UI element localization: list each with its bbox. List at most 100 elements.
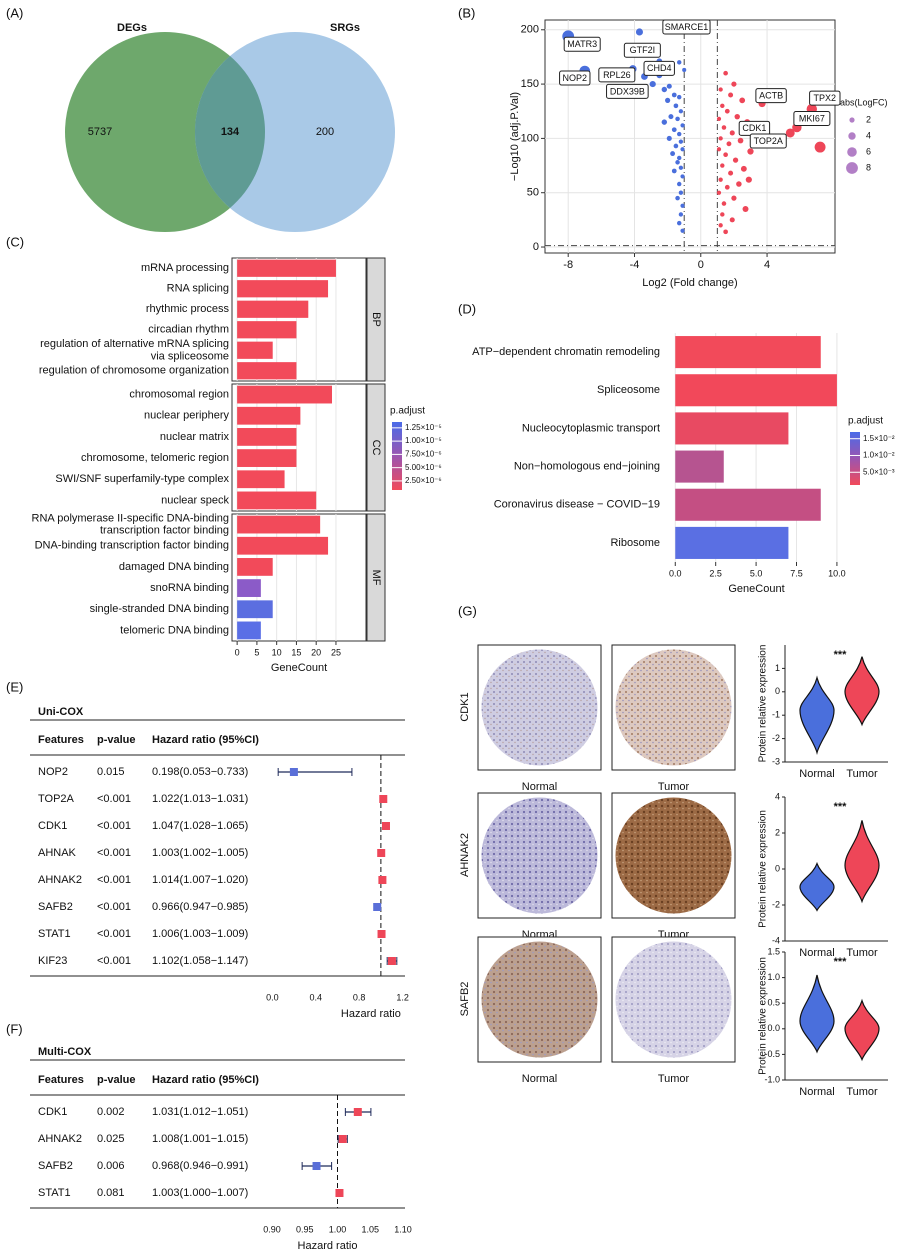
y-tick-label: 50 <box>527 187 539 199</box>
point <box>353 1108 362 1116</box>
point-label: DDX39B <box>610 86 645 96</box>
point <box>724 184 730 190</box>
hazard-ratio: 1.047(1.028−1.065) <box>152 820 248 832</box>
point <box>718 223 723 228</box>
legend-mark <box>847 147 857 157</box>
colorbar-label: 1.25×10⁻⁵ <box>405 423 442 432</box>
category-label: regulation of chromosome organization <box>39 365 229 377</box>
point <box>387 957 396 965</box>
violin <box>844 820 880 904</box>
point <box>734 113 740 120</box>
point <box>680 174 685 179</box>
x-axis-label: Log2 (Fold change) <box>642 277 737 289</box>
bar <box>237 470 285 489</box>
x-tick-label: 20 <box>311 647 321 657</box>
point <box>785 128 795 138</box>
point <box>671 168 677 174</box>
category-label: telomeric DNA binding <box>120 624 229 636</box>
point <box>678 139 684 144</box>
p-value: 0.006 <box>97 1160 125 1172</box>
feature: AHNAK2 <box>38 874 82 886</box>
set-name: SRGs <box>330 22 360 34</box>
point <box>720 163 725 168</box>
point <box>721 201 727 206</box>
significance: *** <box>834 801 848 813</box>
bar <box>675 336 821 369</box>
category-label: RNA polymerase II-specific DNA-binding tr… <box>32 512 229 536</box>
category-label: Non−homologous end−joining <box>514 460 660 472</box>
bar <box>237 536 329 555</box>
feature: STAT1 <box>38 1187 71 1199</box>
column-header: p-value <box>97 1074 136 1086</box>
x-tick-label: -8 <box>563 259 573 271</box>
point <box>728 92 734 98</box>
category-label: mRNA processing <box>141 262 229 274</box>
point <box>723 70 728 76</box>
point <box>661 86 668 93</box>
category-label: regulation of alternative mRNA splicing v… <box>40 338 229 362</box>
point <box>814 141 826 153</box>
plot-area <box>231 513 367 642</box>
y-tick-label: -2 <box>772 899 780 909</box>
point <box>675 116 680 122</box>
colorbar-label: 1.5×10⁻² <box>863 434 895 443</box>
y-tick-label: 100 <box>521 132 539 144</box>
category-label: nuclear matrix <box>160 431 230 443</box>
legend-title: abs(LogFC) <box>840 97 888 107</box>
feature: SAFB2 <box>38 1160 73 1172</box>
y-tick-label: 0.0 <box>767 1023 780 1033</box>
point-label: MATR3 <box>567 39 597 49</box>
hazard-ratio: 0.968(0.946−0.991) <box>152 1160 248 1172</box>
point <box>723 229 728 235</box>
point <box>677 94 682 100</box>
label-box <box>749 133 787 149</box>
legend-mark <box>848 132 856 140</box>
x-tick-label: 0.0 <box>669 568 682 578</box>
point <box>720 212 725 217</box>
point <box>666 135 672 141</box>
point <box>731 81 737 87</box>
point <box>736 181 742 187</box>
label-box <box>598 67 636 83</box>
x-tick-label: 0.90 <box>263 1224 281 1234</box>
point <box>680 123 685 128</box>
bar <box>675 374 837 407</box>
significance: *** <box>834 649 848 661</box>
bar <box>237 321 297 339</box>
point <box>671 127 677 133</box>
y-tick-label: 200 <box>521 24 539 36</box>
x-tick-label: -4 <box>630 259 640 271</box>
x-axis-label: GeneCount <box>271 662 327 674</box>
violin <box>844 656 880 727</box>
point-label: NOP2 <box>563 73 588 83</box>
category-label: single-stranded DNA binding <box>90 603 229 615</box>
category-label: rhythmic process <box>146 303 230 315</box>
panel-label: (B) <box>458 5 475 20</box>
x-tick-label: 1.2 <box>396 992 409 1002</box>
image-caption: Normal <box>522 1073 557 1085</box>
x-tick-label: 0.4 <box>310 992 323 1002</box>
violin <box>799 974 835 1054</box>
legend-title: p.adjust <box>390 406 425 417</box>
category-label: RNA splicing <box>167 283 229 295</box>
p-value: 0.025 <box>97 1133 125 1145</box>
hazard-ratio: 1.014(1.007−1.020) <box>152 874 248 886</box>
point <box>661 119 668 125</box>
y-tick-label: 0 <box>775 686 780 696</box>
image-caption: Tumor <box>658 781 690 793</box>
panel-label: (G) <box>458 603 477 618</box>
category-label: circadian rhythm <box>148 324 229 336</box>
point <box>312 1162 321 1170</box>
point <box>745 176 752 183</box>
point <box>680 203 685 208</box>
point-label: ACTB <box>759 91 783 101</box>
point <box>665 97 671 103</box>
bar <box>237 579 261 597</box>
hazard-ratio: 1.031(1.012−1.051) <box>152 1106 248 1118</box>
panel-label: (E) <box>6 679 23 694</box>
facet-strip <box>366 257 386 382</box>
hazard-ratio: 1.006(1.003−1.009) <box>152 928 248 940</box>
bar <box>237 385 333 404</box>
category-label: snoRNA binding <box>150 582 229 594</box>
gene-label: SAFB2 <box>459 982 471 1017</box>
